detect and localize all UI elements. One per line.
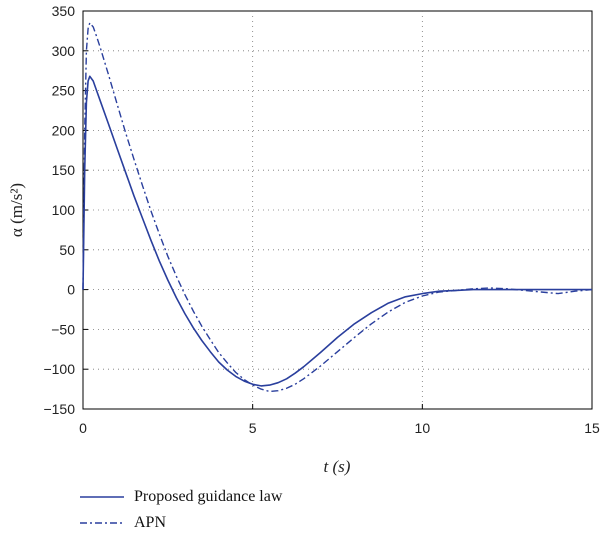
x-tick-label: 5 [249,420,257,436]
x-tick-label: 10 [415,420,431,436]
series-layer [82,22,593,393]
y-tick-label: 0 [67,282,75,298]
plot-area [82,10,593,410]
x-tick-label: 0 [79,420,87,436]
y-tick-label: 350 [52,3,76,19]
tick-layer: −150 −100 −50 0 50 100 150 200 250 300 350 0 5 10 15 [43,3,600,436]
y-tick-label: 250 [52,83,76,99]
x-tick-label: 15 [584,420,600,436]
y-tick-label: 150 [52,162,76,178]
grid-layer [83,11,592,409]
legend-item-apn: APN [80,510,480,536]
x-axis-label: t (s) [324,457,351,476]
y-axis-label: α (m/s²) [7,183,26,237]
legend-swatch-dashdot [80,522,124,524]
y-tick-label: 300 [52,43,76,59]
series-line-apn [82,22,593,393]
y-tick-label: −150 [43,401,75,417]
y-tick-label: 50 [59,242,75,258]
legend: Proposed guidance law APN [80,484,480,536]
legend-label-apn: APN [134,514,167,531]
legend-swatch-solid [80,496,124,498]
y-tick-label: 200 [52,122,76,138]
series-line-proposed-guidance-law [82,75,592,387]
chart-svg: −150 −100 −50 0 50 100 150 200 250 300 350 0 5 10 15 t… [7,3,600,476]
y-tick-label: −50 [51,321,75,337]
legend-item-proposed: Proposed guidance law [80,484,480,510]
legend-label-proposed: Proposed guidance law [134,488,283,505]
y-tick-label: −100 [43,361,75,377]
y-tick-label: 100 [52,202,76,218]
